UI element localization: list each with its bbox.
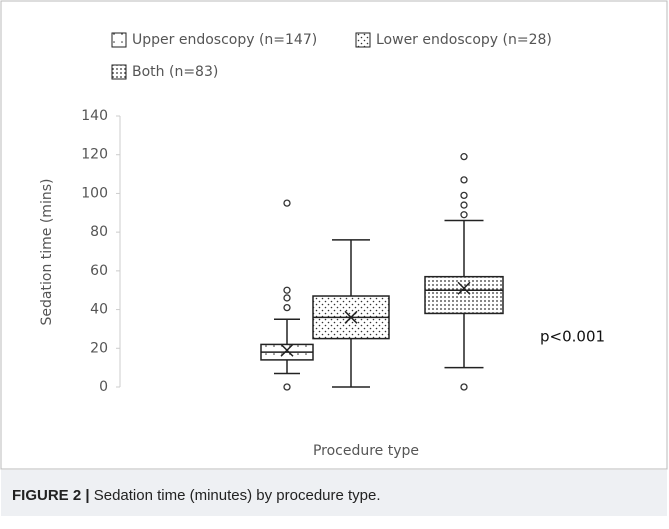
caption-text: Sedation time (minutes) by procedure typ… — [94, 487, 381, 504]
y-tick-label: 60 — [90, 263, 108, 279]
x-axis-label: Procedure type — [313, 443, 419, 459]
y-axis-label: Sedation time (mins) — [39, 179, 55, 326]
outlier — [460, 176, 468, 184]
caption-label: FIGURE 2 | — [12, 487, 90, 504]
mean-marker — [457, 281, 471, 295]
legend-label: Upper endoscopy (n=147) — [132, 32, 317, 48]
mean-marker — [280, 343, 294, 357]
y-tick-label: 120 — [81, 147, 108, 163]
caption: FIGURE 2 | Sedation time (minutes) by pr… — [12, 487, 381, 504]
outlier — [460, 152, 468, 161]
legend-swatch — [111, 32, 127, 48]
y-tick-label: 140 — [81, 108, 108, 124]
legend-swatch — [111, 64, 127, 80]
outlier — [460, 201, 468, 209]
legend-label: Lower endoscopy (n=28) — [376, 32, 552, 48]
legend-label: Both (n=83) — [132, 64, 218, 80]
outlier — [460, 191, 468, 200]
box — [424, 275, 504, 315]
outlier — [283, 286, 291, 294]
outlier — [283, 303, 291, 312]
legend-swatch — [355, 32, 371, 48]
y-tick-label: 40 — [90, 302, 108, 318]
mean-marker — [344, 310, 358, 324]
outlier — [283, 294, 291, 302]
caption-bg — [1, 470, 667, 516]
outlier — [460, 211, 468, 219]
outlier — [460, 383, 468, 391]
y-tick-label: 100 — [81, 185, 108, 201]
annotation: p<0.001 — [540, 328, 605, 346]
y-tick-label: 80 — [90, 224, 108, 240]
y-tick-label: 20 — [90, 340, 108, 356]
outlier — [283, 383, 291, 391]
outlier — [283, 199, 291, 207]
y-tick-label: 0 — [99, 379, 108, 395]
